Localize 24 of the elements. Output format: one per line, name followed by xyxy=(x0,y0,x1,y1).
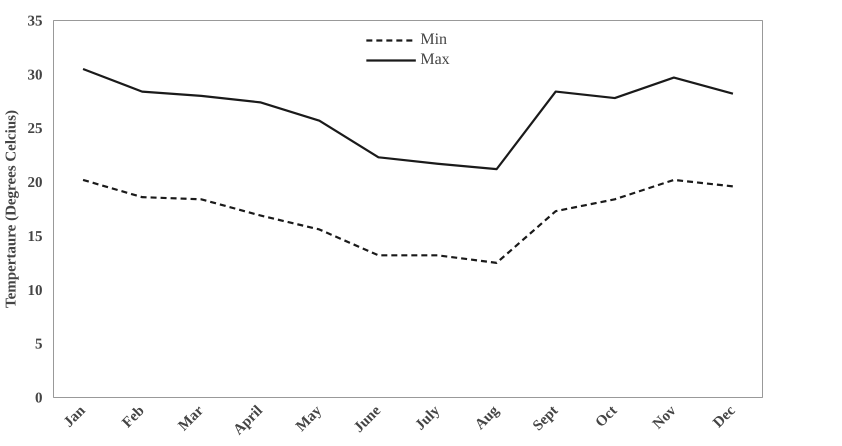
x-tick-label: May xyxy=(293,402,326,435)
y-tick-label: 25 xyxy=(28,121,42,138)
y-tick-label: 5 xyxy=(35,336,42,353)
x-tick-label: Feb xyxy=(119,402,148,432)
y-tick-label: 35 xyxy=(28,14,42,30)
y-tick-label: 0 xyxy=(35,390,42,406)
y-axis-title: Tempertaure (Degrees Celcius) xyxy=(4,110,20,308)
y-tick-label: 15 xyxy=(28,228,42,245)
y-tick-label: 20 xyxy=(28,175,42,192)
y-tick-label: 10 xyxy=(28,282,42,299)
x-tick-label: Dec xyxy=(710,402,739,432)
x-tick-label: Nov xyxy=(650,402,680,432)
x-tick-label: Jan xyxy=(60,402,90,431)
x-tick-label: July xyxy=(412,402,444,434)
line-series xyxy=(82,178,734,264)
legend-label: Max xyxy=(420,51,450,69)
y-tick-label: 30 xyxy=(28,67,42,84)
x-tick-label: Mar xyxy=(176,402,208,434)
x-tick-label: Aug xyxy=(472,402,503,434)
x-tick-label: June xyxy=(350,402,384,436)
x-tick-label: Sept xyxy=(530,402,562,434)
x-tick-label: Oct xyxy=(592,402,620,431)
line-series xyxy=(82,68,734,170)
legend-label: Min xyxy=(420,31,448,49)
